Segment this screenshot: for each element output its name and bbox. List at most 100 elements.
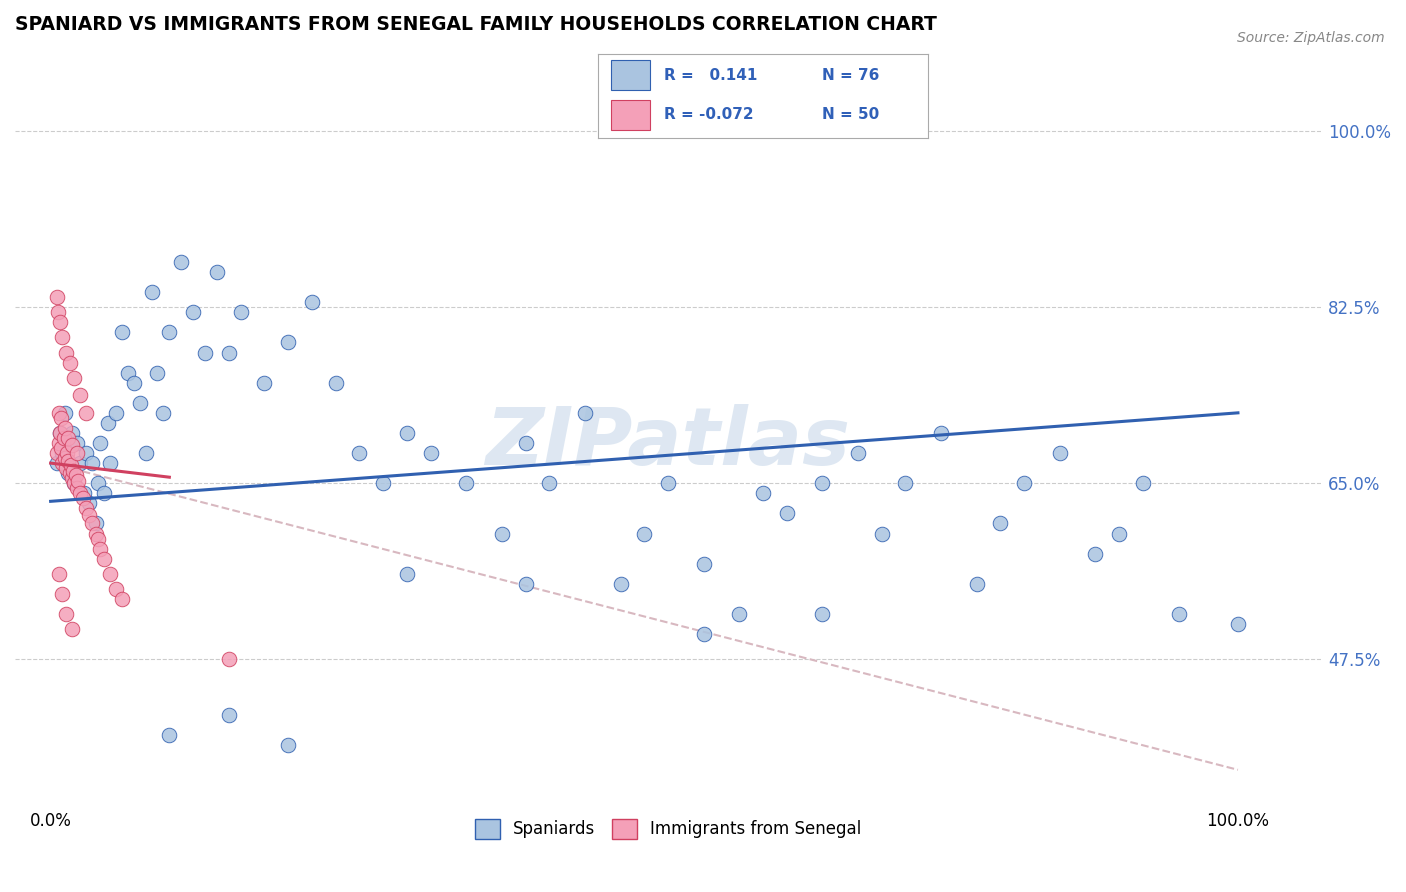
Point (84, 526, 107, 541)
Point (1167, 607, 1189, 621)
Point (929, 425, 952, 440)
Point (752, 486, 775, 500)
Point (66, 481, 89, 495)
Point (51, 446, 73, 460)
Point (66, 446, 89, 460)
Point (1132, 476, 1154, 491)
Point (45, 456, 67, 470)
Point (51, 587, 73, 601)
Point (82, 456, 104, 470)
Point (51, 456, 73, 470)
Point (48, 566, 70, 581)
Point (55, 607, 77, 621)
Point (146, 366, 169, 380)
Point (66, 436, 89, 450)
Point (60, 622, 83, 636)
Point (45, 290, 67, 304)
Text: N = 50: N = 50 (823, 107, 880, 122)
Text: R = -0.072: R = -0.072 (664, 107, 754, 122)
Point (301, 295, 323, 310)
Point (48, 436, 70, 450)
Point (89, 436, 111, 450)
Point (69, 456, 91, 470)
Point (52, 431, 75, 445)
Point (419, 446, 441, 460)
Point (77, 496, 100, 510)
Point (170, 255, 193, 269)
Point (60, 471, 83, 485)
Point (692, 627, 714, 641)
Point (181, 305, 204, 319)
Point (111, 591, 134, 606)
Point (51, 410, 73, 425)
Point (574, 406, 596, 420)
Point (58, 466, 80, 480)
Point (73, 486, 96, 500)
Point (218, 345, 240, 359)
Point (93, 551, 115, 566)
Point (69, 388, 91, 402)
Point (990, 516, 1012, 531)
Point (62, 464, 84, 478)
Point (75, 446, 97, 460)
Point (515, 576, 537, 591)
Point (870, 526, 893, 541)
Text: Source: ZipAtlas.com: Source: ZipAtlas.com (1237, 31, 1385, 45)
Point (776, 507, 799, 521)
Point (811, 476, 834, 491)
Point (277, 335, 299, 350)
Point (53, 406, 76, 420)
Point (395, 425, 418, 440)
Point (157, 728, 180, 742)
Point (48, 406, 70, 420)
Bar (610, 100, 651, 130)
Point (728, 607, 751, 621)
Point (811, 607, 834, 621)
Point (1084, 547, 1107, 561)
Text: ZIPatlas: ZIPatlas (485, 404, 851, 482)
Point (59, 355, 82, 369)
Point (277, 738, 299, 752)
Point (87, 532, 110, 546)
Point (111, 326, 134, 340)
Point (966, 576, 988, 591)
Point (58, 431, 80, 445)
Text: R =   0.141: R = 0.141 (664, 68, 756, 83)
Point (53, 421, 76, 435)
Point (128, 396, 150, 410)
Point (60, 438, 83, 452)
Point (56, 446, 79, 460)
Point (75, 406, 97, 420)
Text: SPANIARD VS IMMIGRANTS FROM SENEGAL FAMILY HOUSEHOLDS CORRELATION CHART: SPANIARD VS IMMIGRANTS FROM SENEGAL FAMI… (15, 15, 936, 34)
Point (55, 461, 77, 475)
Point (49, 425, 72, 440)
Point (456, 476, 478, 491)
Point (63, 476, 86, 491)
Point (157, 326, 180, 340)
Point (218, 707, 240, 722)
Point (1226, 617, 1249, 632)
Point (66, 474, 89, 488)
Point (98, 456, 121, 470)
Point (1049, 446, 1071, 460)
Point (122, 376, 145, 390)
Point (349, 446, 371, 460)
Point (218, 652, 240, 666)
Point (633, 526, 655, 541)
Point (609, 576, 631, 591)
Point (75, 501, 97, 516)
Point (515, 436, 537, 450)
Point (104, 582, 127, 596)
Point (69, 486, 91, 500)
Point (104, 406, 127, 420)
Point (538, 476, 561, 491)
Point (63, 370, 86, 384)
Point (1108, 526, 1130, 541)
Point (55, 345, 77, 359)
Point (229, 305, 252, 319)
Point (491, 526, 513, 541)
Point (82, 516, 104, 531)
Point (49, 425, 72, 440)
Point (72, 491, 94, 506)
Point (60, 425, 83, 440)
